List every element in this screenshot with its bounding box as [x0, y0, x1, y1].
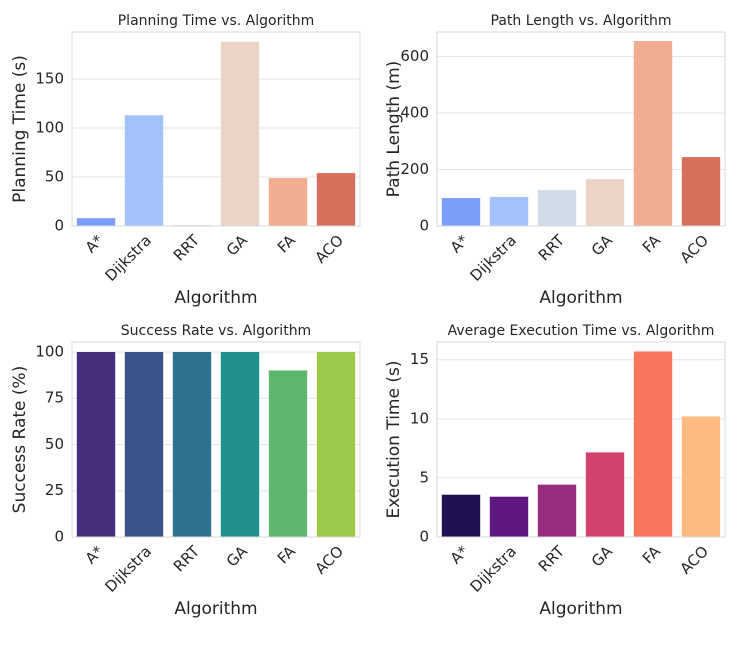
- bar: [76, 218, 116, 226]
- x-tick-label: A*: [447, 542, 473, 568]
- y-axis-label: Path Length (m): [384, 61, 404, 198]
- x-tick-label: Dijkstra: [102, 542, 155, 595]
- y-tick-label: 0: [54, 217, 64, 235]
- x-tick-label: A*: [82, 231, 108, 257]
- y-tick-label: 50: [45, 168, 64, 186]
- x-tick-label: A*: [82, 542, 108, 568]
- bar: [172, 351, 212, 537]
- bar: [633, 351, 673, 537]
- x-tick-label: FA: [639, 542, 665, 568]
- y-axis-label: Success Rate (%): [10, 366, 30, 514]
- y-tick-label: 150: [35, 70, 64, 88]
- x-tick-label: RRT: [535, 542, 569, 576]
- x-axis-label: Algorithm: [539, 599, 622, 619]
- x-tick-label: Dijkstra: [467, 231, 520, 284]
- x-tick-label: GA: [223, 542, 252, 571]
- bar: [489, 496, 529, 537]
- y-tick-label: 75: [45, 389, 64, 407]
- y-tick-label: 200: [400, 160, 429, 178]
- bar: [124, 351, 164, 537]
- bar: [681, 157, 721, 226]
- chart-title: Average Execution Time vs. Algorithm: [448, 323, 715, 339]
- bar: [537, 484, 577, 537]
- bar: [537, 190, 577, 226]
- y-tick-label: 10: [410, 409, 429, 427]
- bar: [441, 494, 481, 537]
- y-tick-label: 100: [35, 119, 64, 137]
- chart-title: Success Rate vs. Algorithm: [121, 323, 311, 339]
- bar: [220, 351, 260, 537]
- x-tick-label: GA: [223, 231, 252, 260]
- x-tick-label: ACO: [676, 542, 712, 578]
- x-tick-label: ACO: [311, 542, 347, 578]
- y-tick-label: 0: [54, 528, 64, 546]
- bar: [585, 452, 625, 537]
- axes-frame: [436, 341, 726, 538]
- bar: [220, 41, 260, 227]
- x-tick-label: GA: [588, 542, 617, 571]
- axes-frame: [71, 31, 361, 227]
- bar: [316, 351, 356, 537]
- bar: [268, 177, 308, 226]
- y-axis-label: Execution Time (s): [384, 361, 404, 519]
- y-tick-label: 100: [35, 342, 64, 360]
- x-tick-label: FA: [639, 231, 665, 257]
- x-tick-label: FA: [274, 542, 300, 568]
- bar: [585, 179, 625, 226]
- y-tick-label: 600: [400, 47, 429, 65]
- x-axis-label: Algorithm: [174, 599, 257, 619]
- y-tick-label: 15: [410, 350, 429, 368]
- x-tick-label: Dijkstra: [102, 231, 155, 284]
- x-tick-label: Dijkstra: [467, 542, 520, 595]
- bar: [268, 370, 308, 537]
- axes-frame: [436, 31, 726, 227]
- x-axis-label: Algorithm: [539, 288, 622, 308]
- x-tick-label: RRT: [170, 231, 204, 265]
- axes-frame: [71, 341, 361, 538]
- chart-title: Path Length vs. Algorithm: [491, 13, 672, 29]
- bar: [633, 41, 673, 226]
- bar: [441, 198, 481, 226]
- bar: [316, 173, 356, 226]
- bar: [76, 351, 116, 537]
- x-tick-label: RRT: [170, 542, 204, 576]
- bar: [489, 196, 529, 226]
- y-tick-label: 0: [419, 528, 429, 546]
- x-tick-label: GA: [588, 231, 617, 260]
- x-tick-label: ACO: [676, 231, 712, 267]
- y-axis-label: Planning Time (s): [10, 55, 30, 203]
- y-tick-label: 5: [419, 468, 429, 486]
- y-tick-label: 50: [45, 435, 64, 453]
- y-tick-label: 25: [45, 481, 64, 499]
- x-tick-label: RRT: [535, 231, 569, 265]
- chart-title: Planning Time vs. Algorithm: [118, 13, 315, 29]
- x-tick-label: ACO: [311, 231, 347, 267]
- bar: [124, 115, 164, 226]
- x-tick-label: A*: [447, 231, 473, 257]
- y-tick-label: 400: [400, 104, 429, 122]
- x-tick-label: FA: [274, 231, 300, 257]
- x-axis-label: Algorithm: [174, 288, 257, 308]
- y-tick-label: 0: [419, 217, 429, 235]
- bar: [681, 416, 721, 537]
